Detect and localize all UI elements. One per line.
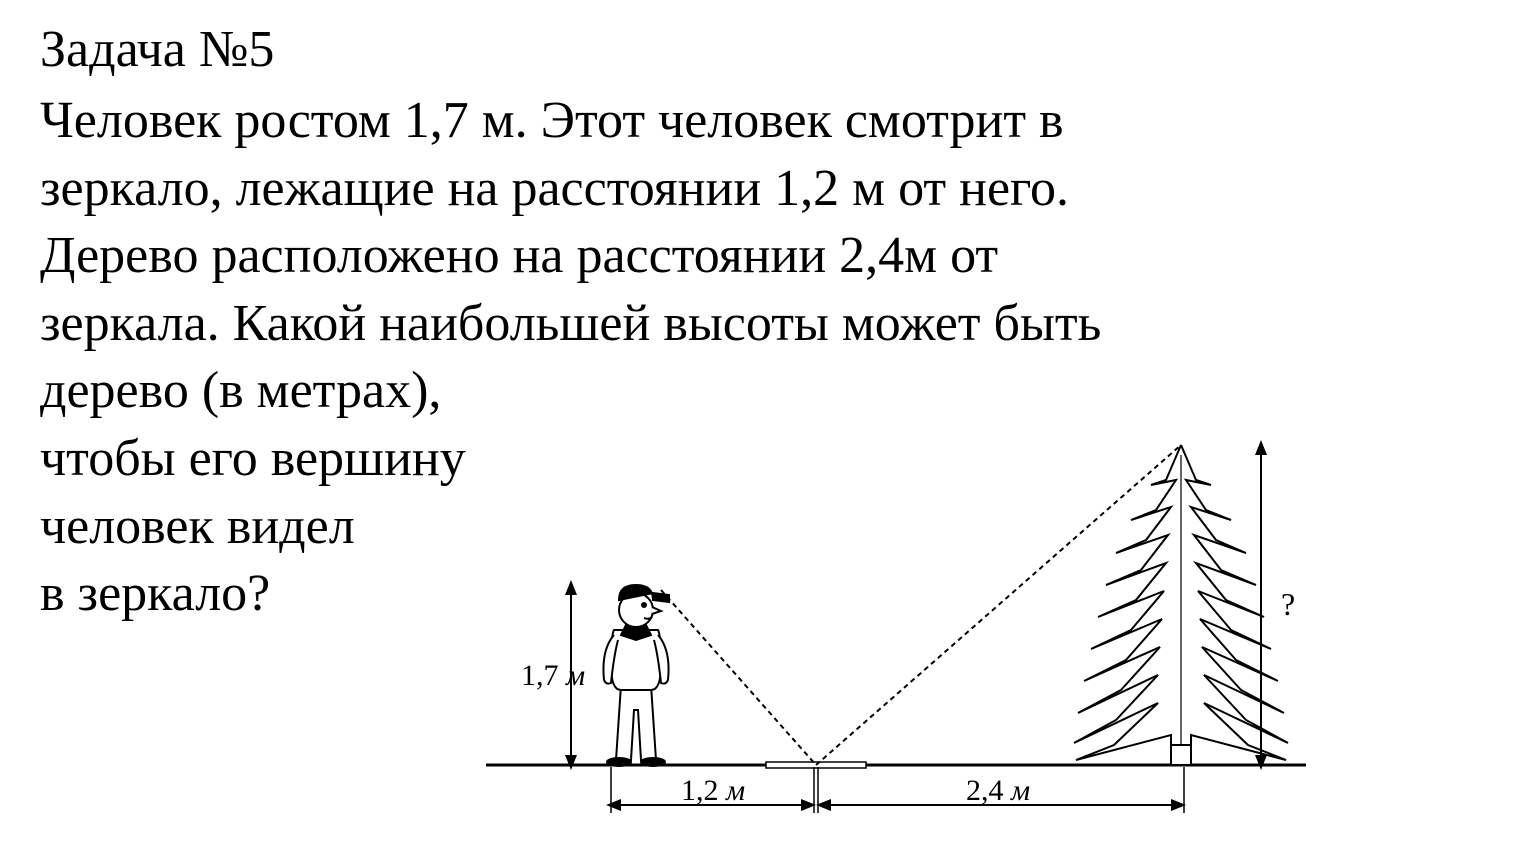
svg-text:2,4 м: 2,4 м <box>966 774 1030 807</box>
svg-text:1,7 м: 1,7 м <box>521 659 585 692</box>
line1: Человек ростом 1,7 м. Этот человек смотр… <box>40 87 1493 155</box>
svg-text:?: ? <box>1281 586 1295 622</box>
line3: Дерево расположено на расстоянии 2,4м от <box>40 222 1493 290</box>
problem-title: Задача №5 <box>40 20 1493 79</box>
line6: чтобы его вершину <box>40 425 466 493</box>
svg-text:1,2 м: 1,2 м <box>681 774 745 807</box>
line5: дерево (в метрах), <box>40 357 1493 425</box>
line8: в зеркало? <box>40 560 466 628</box>
line2: зеркало, лежащие на расстоянии 1,2 м от … <box>40 155 1493 223</box>
line7: человек видел <box>40 493 466 561</box>
line4: зеркала. Какой наибольшей высоты может б… <box>40 290 1493 358</box>
problem-diagram: 1,7 м 1,2 м 2,4 м ? <box>466 425 1493 835</box>
